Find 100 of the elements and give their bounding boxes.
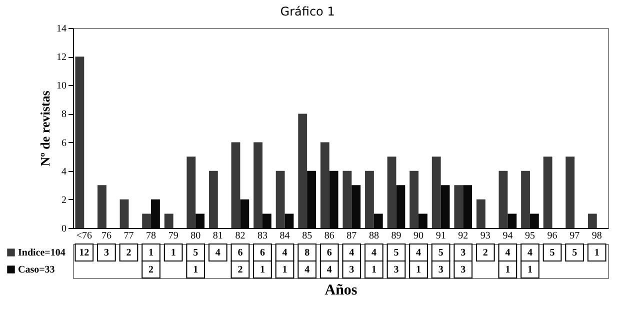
data-label: 4 bbox=[282, 248, 288, 258]
x-tick-label: 90 bbox=[414, 230, 424, 242]
bar bbox=[276, 170, 285, 228]
x-tick-label: 80 bbox=[190, 230, 201, 242]
x-axis-title: Años bbox=[324, 282, 358, 298]
data-label: 4 bbox=[527, 248, 532, 258]
data-label: 5 bbox=[572, 248, 578, 258]
bar bbox=[120, 199, 129, 228]
data-label: 5 bbox=[550, 248, 555, 258]
x-tick-label: 92 bbox=[458, 230, 468, 242]
x-tick-label: 93 bbox=[480, 230, 490, 242]
data-label: 4 bbox=[326, 264, 332, 276]
data-label: 6 bbox=[326, 248, 332, 258]
bar bbox=[543, 156, 552, 228]
data-label: 6 bbox=[260, 248, 265, 258]
bar bbox=[432, 156, 441, 228]
data-label: 3 bbox=[104, 248, 109, 258]
data-label: 5 bbox=[394, 248, 399, 258]
bar bbox=[231, 142, 240, 228]
bar bbox=[298, 114, 308, 228]
x-tick-label: 97 bbox=[570, 230, 580, 242]
bar bbox=[320, 142, 330, 228]
bar bbox=[498, 170, 508, 228]
data-label: 1 bbox=[505, 264, 510, 276]
x-tick-label: 83 bbox=[257, 230, 268, 242]
bar bbox=[476, 199, 486, 228]
x-tick-label: 86 bbox=[324, 230, 334, 242]
data-label: 4 bbox=[505, 248, 510, 258]
y-tick-label: 2 bbox=[62, 194, 66, 206]
bar bbox=[186, 156, 196, 228]
data-label: 1 bbox=[594, 248, 600, 258]
data-label: 5 bbox=[193, 248, 198, 258]
data-label: 2 bbox=[126, 248, 132, 258]
x-tick-label: 89 bbox=[391, 230, 402, 242]
data-label: 3 bbox=[460, 264, 466, 276]
legend-label: Caso=33 bbox=[18, 264, 55, 276]
bar bbox=[142, 214, 152, 228]
x-tick-label: 96 bbox=[547, 230, 558, 242]
x-tick-label: <76 bbox=[76, 230, 92, 242]
data-label: 3 bbox=[394, 264, 399, 276]
data-label: 1 bbox=[282, 264, 288, 276]
x-tick-label: 94 bbox=[502, 230, 513, 242]
data-label: 2 bbox=[148, 264, 154, 276]
data-label: 8 bbox=[304, 248, 310, 258]
x-tick-label: 78 bbox=[146, 230, 156, 242]
bar bbox=[164, 214, 174, 228]
legend-label: Indice=104 bbox=[18, 248, 66, 258]
y-tick-label: 8 bbox=[62, 109, 66, 120]
bar bbox=[208, 170, 218, 228]
data-label: 1 bbox=[148, 248, 154, 258]
y-tick-label: 6 bbox=[62, 138, 66, 149]
x-tick-label: 77 bbox=[124, 230, 134, 242]
bar bbox=[521, 170, 530, 228]
x-tick-label: 88 bbox=[368, 230, 379, 242]
data-label: 1 bbox=[193, 264, 198, 276]
y-axis-title: Nº de revistas bbox=[38, 90, 52, 166]
data-label: 4 bbox=[349, 248, 354, 258]
x-tick-label: 91 bbox=[436, 230, 446, 242]
data-label: 1 bbox=[371, 264, 376, 276]
bar bbox=[588, 214, 597, 228]
data-label: 4 bbox=[304, 264, 310, 276]
x-tick-label: 98 bbox=[592, 230, 602, 242]
bar bbox=[254, 142, 262, 228]
bar bbox=[387, 156, 396, 228]
data-label: 6 bbox=[238, 248, 243, 258]
data-label: 4 bbox=[416, 248, 422, 258]
bar bbox=[410, 170, 419, 228]
x-tick-label: 82 bbox=[235, 230, 246, 242]
bar bbox=[342, 170, 352, 228]
x-tick-label: 85 bbox=[302, 230, 312, 242]
data-label: 12 bbox=[79, 248, 90, 258]
x-tick-label: 84 bbox=[280, 230, 290, 242]
y-tick-label: 0 bbox=[62, 224, 66, 234]
bar bbox=[75, 56, 84, 228]
data-label: 1 bbox=[260, 264, 265, 276]
bar bbox=[365, 170, 374, 228]
bar bbox=[566, 156, 575, 228]
data-label: 1 bbox=[416, 264, 422, 276]
y-tick-label: 10 bbox=[56, 80, 66, 92]
data-label: 4 bbox=[371, 248, 376, 258]
data-label: 3 bbox=[438, 264, 444, 276]
data-label: 3 bbox=[460, 248, 466, 258]
data-label: 1 bbox=[170, 248, 176, 258]
x-tick-label: 81 bbox=[212, 230, 223, 242]
x-tick-label: 87 bbox=[346, 230, 357, 242]
data-label: 1 bbox=[527, 264, 532, 276]
data-label: 4 bbox=[215, 248, 220, 258]
x-tick-label: 79 bbox=[168, 230, 178, 242]
bar bbox=[98, 185, 106, 228]
x-tick-label: 95 bbox=[524, 230, 535, 242]
data-label: 2 bbox=[482, 248, 488, 258]
y-tick-label: 14 bbox=[56, 24, 66, 34]
chart-title: Gráfico 1 bbox=[280, 4, 335, 18]
data-label: 2 bbox=[238, 264, 243, 276]
data-label: 5 bbox=[438, 248, 444, 258]
bar bbox=[454, 185, 464, 228]
y-tick-label: 4 bbox=[62, 166, 66, 178]
data-label: 3 bbox=[349, 264, 354, 276]
x-tick-label: 76 bbox=[101, 230, 112, 242]
y-tick-label: 12 bbox=[56, 52, 66, 64]
